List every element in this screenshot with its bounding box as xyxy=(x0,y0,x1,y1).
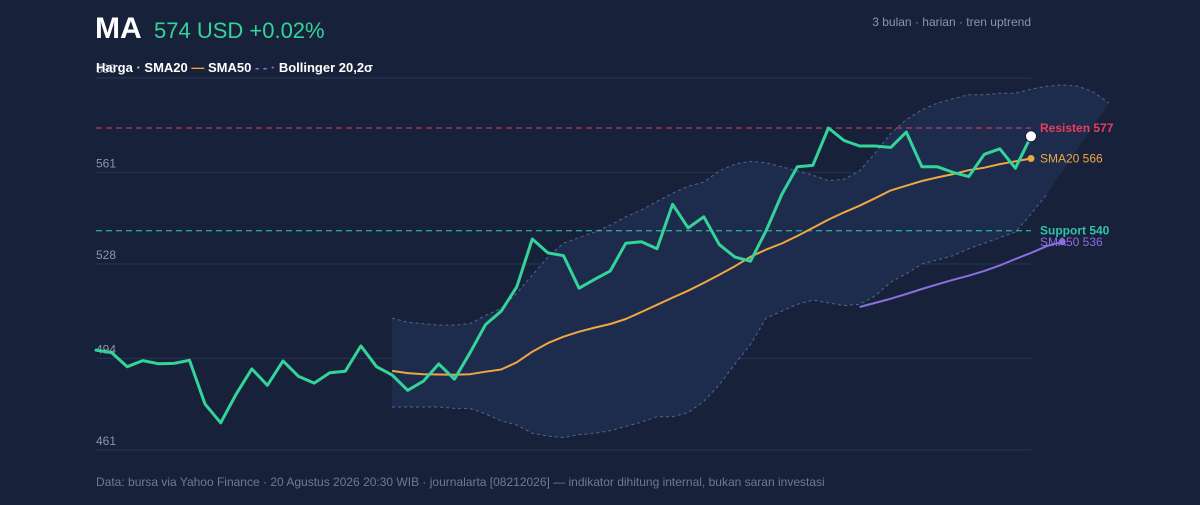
price-end-dot xyxy=(1025,130,1037,143)
legend-bollinger: Bollinger 20,2σ xyxy=(279,60,373,75)
legend-price: Harga xyxy=(96,60,134,75)
y-tick-label: 461 xyxy=(96,434,116,448)
ticker-title: MA xyxy=(95,12,142,45)
legend-sma50: SMA50 xyxy=(208,60,251,75)
y-tick-label: 528 xyxy=(96,248,116,262)
sma50-end-label: SMA50 536 xyxy=(1040,235,1103,249)
level-lines: Resisten 577 Support 540 xyxy=(96,121,1114,238)
series-lines xyxy=(94,126,1063,425)
end-markers: SMA20 566 SMA50 536 xyxy=(1025,130,1103,249)
legend-sma50-symbol: - - · xyxy=(251,60,278,75)
y-tick-label: 561 xyxy=(96,156,116,170)
legend-sma20-symbol: — xyxy=(188,60,208,75)
chart-meta: 3 bulan · harian · tren uptrend xyxy=(872,15,1031,29)
legend-separator: · xyxy=(133,60,145,75)
legend-sma20: SMA20 xyxy=(144,60,187,75)
sma20-line xyxy=(391,157,1032,376)
bollinger-upper-line xyxy=(391,84,1110,326)
resisten-label: Resisten 577 xyxy=(1040,121,1114,135)
sma20-end-dot xyxy=(1027,155,1035,163)
sma50-end-dot xyxy=(1058,238,1066,246)
legend: Harga · SMA20 — SMA50 - - · Bollinger 20… xyxy=(96,60,373,75)
sma50-line xyxy=(859,240,1063,308)
y-tick-label: 595 xyxy=(96,62,116,76)
price-change: 574 USD +0.02% xyxy=(154,18,325,43)
support-label: Support 540 xyxy=(1040,224,1110,238)
price-line xyxy=(94,126,1033,425)
footer-note: Data: bursa via Yahoo Finance · 20 Agust… xyxy=(96,475,825,489)
sma20-end-label: SMA20 566 xyxy=(1040,152,1103,166)
